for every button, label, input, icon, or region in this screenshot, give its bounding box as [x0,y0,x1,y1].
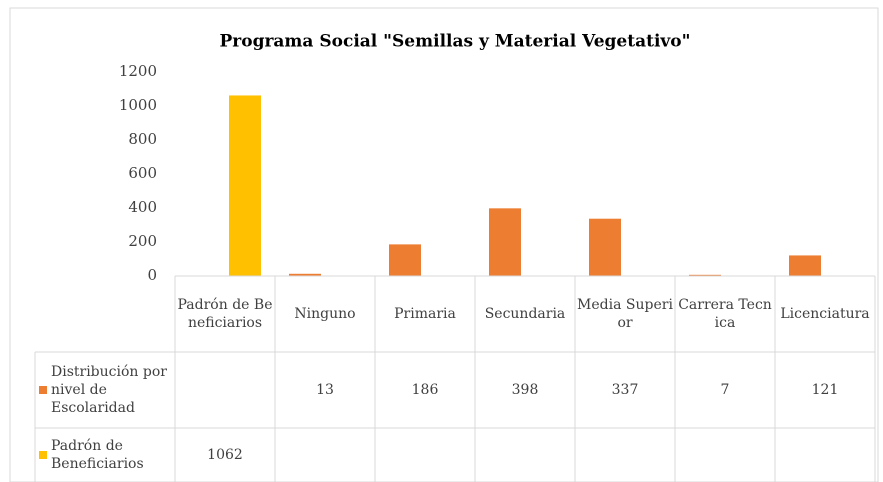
legend-entry: Distribución por nivel de Escolaridad [35,352,175,428]
x-tick-label: Secundaria [484,306,566,322]
y-tick-label: 400 [128,198,157,216]
bar [389,244,421,276]
y-tick-label: 200 [128,232,157,250]
bar [589,218,621,276]
y-tick-label: 800 [128,130,157,148]
chart-title: Programa Social "Semillas y Material Veg… [220,32,691,52]
y-tick-label: 1200 [119,62,157,80]
bar [689,274,721,276]
legend-label: Padrón de Beneficiarios [51,438,144,472]
table-value: 121 [811,382,839,398]
bar [489,208,521,276]
y-tick-label: 1000 [119,96,157,114]
table-value: 7 [720,382,730,398]
legend-key [39,386,47,394]
bar [229,95,261,277]
chart-border [9,7,879,482]
bar [789,255,821,276]
table-value: 337 [611,382,639,398]
legend-entry: Padrón de Beneficiarios [35,428,175,482]
x-tick-label: Carrera Tecnica [678,297,772,331]
table-value: 186 [411,382,439,398]
y-tick-label: 0 [147,266,157,284]
x-tick-label: Media Superior [577,297,673,331]
legend-label: Distribución por nivel de Escolaridad [51,364,167,416]
x-tick-label: Licenciatura [780,306,870,322]
x-tick-label: Padrón de Beneficiarios [177,297,273,331]
table-value: 13 [316,382,334,398]
x-tick-label: Ninguno [294,306,356,322]
table-value: 1062 [207,447,243,463]
legend-key [39,451,47,459]
bar [289,273,321,276]
y-tick-label: 600 [128,164,157,182]
table-value: 398 [511,382,539,398]
x-tick-label: Primaria [394,306,456,322]
